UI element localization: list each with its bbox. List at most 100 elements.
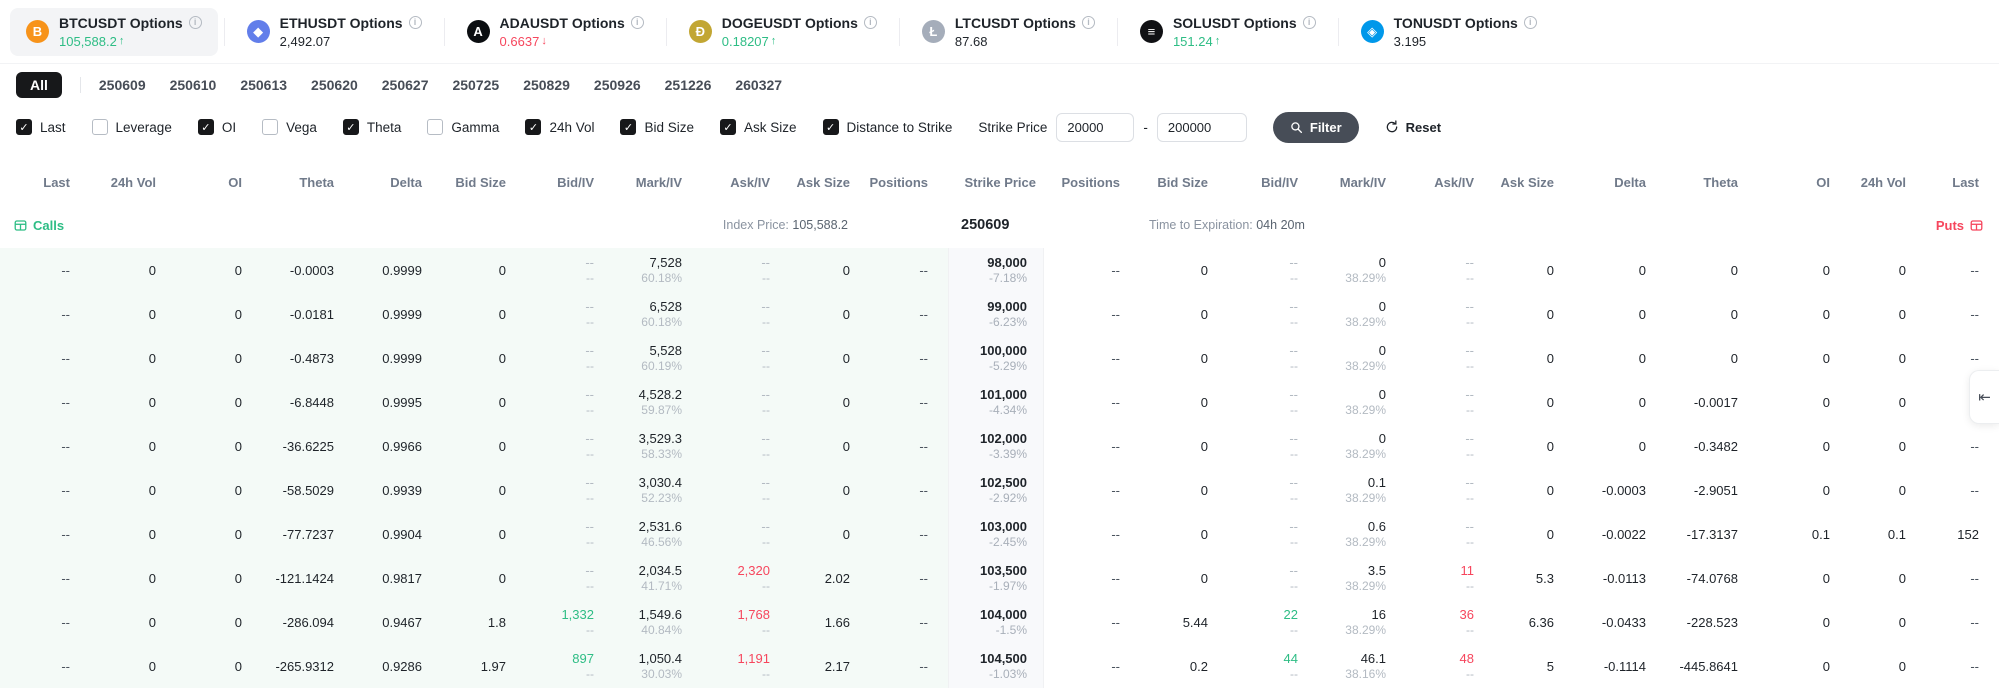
put-mark-cell[interactable]: 038.29% [1318,292,1406,336]
expiry-tab-250725[interactable]: 250725 [452,77,499,93]
expiry-tab-250829[interactable]: 250829 [523,77,570,93]
ticker-adausdt[interactable]: AADAUSDT Optionsi0.6637↓ [451,8,660,56]
expiry-tab-251226[interactable]: 251226 [665,77,712,93]
table-row[interactable]: --00-36.62250.99660----3,529.358.33%----… [0,424,1999,468]
put-bid-cell[interactable]: ---- [1228,512,1318,556]
put-bid-cell[interactable]: ---- [1228,292,1318,336]
put-mark-cell[interactable]: 038.29% [1318,248,1406,292]
table-row[interactable]: --00-265.93120.92861.97897--1,050.430.03… [0,644,1999,688]
table-row[interactable]: --00-0.01810.99990----6,52860.18%----0--… [0,292,1999,336]
put-bid-cell[interactable]: 22-- [1228,600,1318,644]
ticker-ltcusdt[interactable]: ŁLTCUSDT Optionsi87.68 [906,8,1111,56]
info-icon[interactable]: i [409,16,422,29]
call-mark-cell[interactable]: 2,531.646.56% [614,512,702,556]
table-row[interactable]: --00-77.72370.99040----2,531.646.56%----… [0,512,1999,556]
filter-checkbox-distance-to-strike[interactable]: ✓Distance to Strike [823,119,953,135]
put-bid-cell[interactable]: ---- [1228,380,1318,424]
info-icon[interactable]: i [631,16,644,29]
call-ask-cell[interactable]: 2,320-- [702,556,790,600]
call-mark-cell[interactable]: 3,529.358.33% [614,424,702,468]
put-mark-cell[interactable]: 0.138.29% [1318,468,1406,512]
filter-checkbox-24h-vol[interactable]: ✓24h Vol [525,119,594,135]
info-icon[interactable]: i [1082,16,1095,29]
expiry-tab-250627[interactable]: 250627 [382,77,429,93]
put-ask-cell[interactable]: ---- [1406,512,1494,556]
table-row[interactable]: --00-286.0940.94671.81,332--1,549.640.84… [0,600,1999,644]
collapse-panel-button[interactable]: ⇤ [1969,370,1999,424]
call-mark-cell[interactable]: 1,050.430.03% [614,644,702,688]
call-ask-cell[interactable]: ---- [702,292,790,336]
expiry-tab-250613[interactable]: 250613 [240,77,287,93]
put-ask-cell[interactable]: 11-- [1406,556,1494,600]
call-bid-cell[interactable]: ---- [526,248,614,292]
call-mark-cell[interactable]: 3,030.452.23% [614,468,702,512]
put-bid-cell[interactable]: ---- [1228,248,1318,292]
expiry-tab-250610[interactable]: 250610 [170,77,217,93]
put-mark-cell[interactable]: 038.29% [1318,336,1406,380]
put-ask-cell[interactable]: 48-- [1406,644,1494,688]
ticker-solusdt[interactable]: ≡SOLUSDT Optionsi151.24↑ [1124,8,1332,56]
put-mark-cell[interactable]: 46.138.16% [1318,644,1406,688]
call-bid-cell[interactable]: ---- [526,336,614,380]
filter-checkbox-gamma[interactable]: Gamma [427,119,499,135]
call-ask-cell[interactable]: ---- [702,336,790,380]
strike-min-input[interactable] [1056,113,1134,142]
put-bid-cell[interactable]: ---- [1228,556,1318,600]
put-ask-cell[interactable]: ---- [1406,292,1494,336]
put-ask-cell[interactable]: 36-- [1406,600,1494,644]
call-mark-cell[interactable]: 7,52860.18% [614,248,702,292]
call-mark-cell[interactable]: 2,034.541.71% [614,556,702,600]
call-mark-cell[interactable]: 1,549.640.84% [614,600,702,644]
call-ask-cell[interactable]: ---- [702,424,790,468]
call-mark-cell[interactable]: 5,52860.19% [614,336,702,380]
filter-checkbox-oi[interactable]: ✓OI [198,119,236,135]
call-bid-cell[interactable]: ---- [526,468,614,512]
call-bid-cell[interactable]: ---- [526,556,614,600]
ticker-dogeusdt[interactable]: ÐDOGEUSDT Optionsi0.18207↑ [673,8,893,56]
put-mark-cell[interactable]: 038.29% [1318,424,1406,468]
call-bid-cell[interactable]: 1,332-- [526,600,614,644]
call-bid-cell[interactable]: ---- [526,292,614,336]
filter-checkbox-theta[interactable]: ✓Theta [343,119,402,135]
expiry-tab-250620[interactable]: 250620 [311,77,358,93]
call-ask-cell[interactable]: 1,768-- [702,600,790,644]
table-row[interactable]: --00-0.00030.99990----7,52860.18%----0--… [0,248,1999,292]
put-ask-cell[interactable]: ---- [1406,380,1494,424]
put-bid-cell[interactable]: ---- [1228,424,1318,468]
filter-checkbox-bid-size[interactable]: ✓Bid Size [620,119,694,135]
ticker-btcusdt[interactable]: BBTCUSDT Optionsi105,588.2↑ [10,8,218,56]
info-icon[interactable]: i [1303,16,1316,29]
put-bid-cell[interactable]: ---- [1228,336,1318,380]
expiry-tab-250926[interactable]: 250926 [594,77,641,93]
table-row[interactable]: --00-121.14240.98170----2,034.541.71%2,3… [0,556,1999,600]
call-ask-cell[interactable]: ---- [702,512,790,556]
filter-checkbox-last[interactable]: ✓Last [16,119,66,135]
strike-max-input[interactable] [1157,113,1247,142]
put-mark-cell[interactable]: 1638.29% [1318,600,1406,644]
expiry-tab-all[interactable]: All [16,72,62,98]
filter-checkbox-ask-size[interactable]: ✓Ask Size [720,119,797,135]
reset-button[interactable]: Reset [1385,120,1441,135]
put-ask-cell[interactable]: ---- [1406,468,1494,512]
filter-checkbox-leverage[interactable]: Leverage [92,119,172,135]
call-ask-cell[interactable]: ---- [702,468,790,512]
filter-checkbox-vega[interactable]: Vega [262,119,317,135]
call-mark-cell[interactable]: 6,52860.18% [614,292,702,336]
table-row[interactable]: --00-6.84480.99950----4,528.259.87%----0… [0,380,1999,424]
filter-button[interactable]: Filter [1273,112,1359,143]
call-bid-cell[interactable]: ---- [526,512,614,556]
call-ask-cell[interactable]: ---- [702,380,790,424]
call-ask-cell[interactable]: ---- [702,248,790,292]
put-ask-cell[interactable]: ---- [1406,424,1494,468]
call-bid-cell[interactable]: ---- [526,424,614,468]
info-icon[interactable]: i [1524,16,1537,29]
info-icon[interactable]: i [864,16,877,29]
put-mark-cell[interactable]: 0.638.29% [1318,512,1406,556]
put-ask-cell[interactable]: ---- [1406,336,1494,380]
expiry-tab-250609[interactable]: 250609 [99,77,146,93]
call-mark-cell[interactable]: 4,528.259.87% [614,380,702,424]
info-icon[interactable]: i [189,16,202,29]
put-bid-cell[interactable]: ---- [1228,468,1318,512]
table-row[interactable]: --00-0.48730.99990----5,52860.19%----0--… [0,336,1999,380]
table-row[interactable]: --00-58.50290.99390----3,030.452.23%----… [0,468,1999,512]
